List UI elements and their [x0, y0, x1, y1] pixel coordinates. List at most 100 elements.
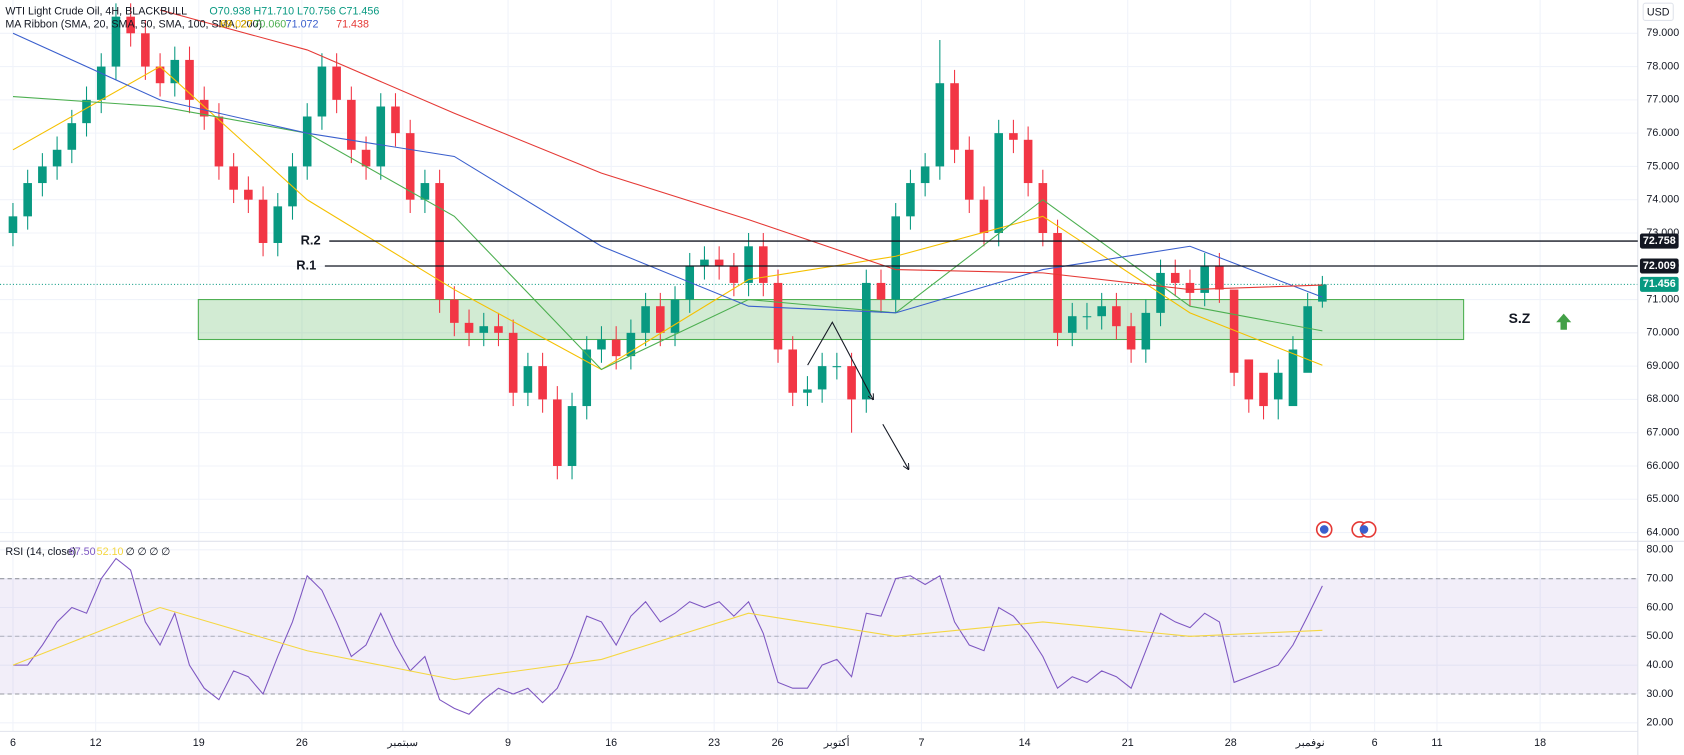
- candle-body: [244, 189, 253, 200]
- price-pane: [8, 3, 1327, 480]
- x-tick-label: 14: [1019, 737, 1031, 749]
- candle-body: [1185, 282, 1195, 293]
- candle-body: [185, 59, 194, 100]
- candle-body: [729, 266, 739, 283]
- candle-body: [199, 99, 209, 117]
- candle-body: [1053, 232, 1062, 333]
- y-tick-label: 20.00: [1646, 717, 1673, 729]
- candle-body: [479, 326, 489, 333]
- candle-body: [67, 123, 77, 150]
- candle-body: [744, 246, 753, 283]
- price-tag-label: 72.758: [1643, 235, 1676, 247]
- candle-body: [464, 322, 474, 333]
- price-tag: [1639, 258, 1679, 274]
- candle-body: [538, 366, 547, 400]
- candle-body: [302, 116, 312, 167]
- candle-body: [1288, 349, 1298, 407]
- zones: [0, 283, 1638, 341]
- candle-body: [214, 116, 224, 167]
- candle-body: [759, 246, 768, 283]
- candle-body: [96, 66, 106, 100]
- pattern-arrow: [807, 321, 874, 399]
- moving-average: [12, 32, 1323, 314]
- currency-box: [1642, 2, 1674, 21]
- projection-arrow: [882, 423, 909, 469]
- currency: USD: [1647, 7, 1670, 19]
- candle-body: [567, 406, 577, 466]
- zone-label: S.Z: [1509, 310, 1531, 326]
- last-price-label: 71.456: [1643, 278, 1676, 290]
- resistance-label: R.1: [296, 257, 316, 272]
- legend-value: 70.060: [253, 19, 286, 31]
- x-tick-label: 16: [605, 737, 617, 749]
- candle-body: [1097, 306, 1106, 317]
- candle-body: [906, 183, 915, 217]
- candle-body: [82, 99, 91, 124]
- candle-body: [832, 366, 842, 368]
- candle-body: [361, 149, 371, 167]
- y-tick-label: 66.000: [1646, 460, 1679, 472]
- candle-body: [994, 133, 1003, 233]
- candle-body: [1200, 266, 1209, 293]
- candle-body: [1038, 183, 1048, 233]
- candle-body: [656, 306, 665, 333]
- candle-body: [1215, 266, 1224, 290]
- y-tick-label: 79.000: [1646, 27, 1679, 39]
- event-icon-flag: [1319, 525, 1329, 534]
- y-tick-label: 77.000: [1646, 94, 1679, 106]
- y-tick-label: 30.00: [1646, 688, 1673, 700]
- x-tick-label: 26: [296, 737, 308, 749]
- candle-body: [861, 282, 871, 400]
- candle-body: [405, 133, 415, 200]
- candle-body: [170, 59, 180, 84]
- candle-body: [641, 306, 650, 333]
- resistance-label: R.2: [301, 232, 321, 247]
- rsi-pane: [0, 557, 1638, 715]
- y-tick-label: 76.000: [1646, 127, 1679, 139]
- candle-body: [420, 183, 430, 200]
- candle-body: [508, 332, 518, 393]
- candle-body: [126, 16, 135, 34]
- y-tick-label: 67.000: [1646, 427, 1679, 439]
- x-tick-label: 23: [708, 737, 720, 749]
- x-tick-label: 6: [10, 737, 16, 749]
- candle-body: [8, 216, 18, 233]
- legend-value: 69.027: [220, 19, 253, 31]
- y-tick-label: 64.000: [1646, 526, 1679, 538]
- y-tick-label: 75.000: [1646, 160, 1679, 172]
- candle-body: [1170, 272, 1180, 283]
- candle-body: [1009, 133, 1018, 140]
- rsi-legend-value: 52.10: [97, 546, 124, 558]
- moving-average: [12, 96, 1323, 371]
- candle-body: [1141, 312, 1151, 350]
- candle-body: [626, 332, 636, 357]
- candle-body: [670, 299, 680, 333]
- candle-body: [891, 216, 901, 300]
- candle-body: [1244, 359, 1254, 400]
- candle-body: [935, 83, 945, 167]
- rsi-legend-value: 67.50: [69, 546, 96, 558]
- candle-body: [258, 199, 268, 243]
- candle-body: [1229, 289, 1239, 373]
- candle-body: [700, 259, 709, 267]
- rsi-legend-value: ∅: [137, 546, 146, 558]
- x-tick-label: 26: [772, 737, 784, 749]
- legend-value: 71.072: [286, 19, 319, 31]
- y-tick-label: 70.00: [1646, 573, 1673, 585]
- candle-body: [714, 259, 724, 267]
- candle-body: [582, 349, 592, 407]
- rsi-legend-value: ∅: [161, 546, 170, 558]
- price-tag: [1639, 233, 1679, 249]
- x-tick-label: 6: [1372, 737, 1378, 749]
- y-tick-label: 78.000: [1646, 60, 1679, 72]
- candle-body: [773, 282, 783, 350]
- event-icon-flag: [1359, 525, 1369, 534]
- y-tick-label: 71.000: [1646, 293, 1679, 305]
- x-tick-label: 28: [1225, 737, 1237, 749]
- candle-body: [111, 16, 121, 67]
- candle-body: [317, 66, 327, 117]
- candle-body: [876, 282, 886, 300]
- x-tick-label: 21: [1122, 737, 1134, 749]
- x-tick-label: 9: [505, 737, 511, 749]
- candle-body: [141, 33, 150, 67]
